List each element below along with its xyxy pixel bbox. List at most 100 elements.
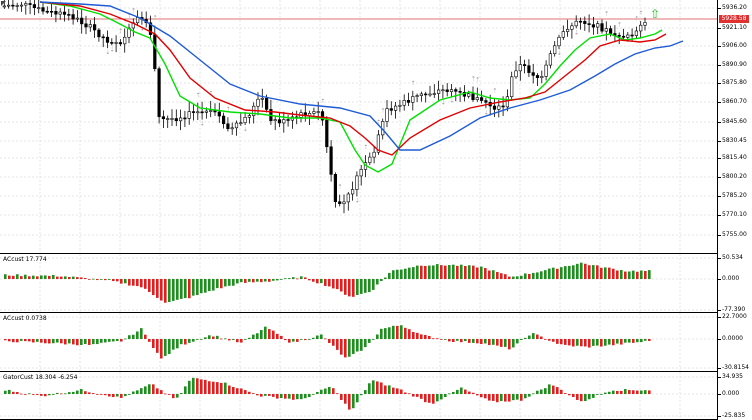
histogram-bar (556, 387, 559, 394)
histogram-bar (20, 339, 23, 341)
histogram-bar (496, 394, 499, 403)
histogram-bar (512, 394, 515, 401)
histogram-bar (552, 339, 555, 342)
histogram-bar (268, 329, 271, 339)
histogram-bar (524, 273, 527, 279)
histogram-bar (252, 279, 255, 283)
histogram-bar (56, 339, 59, 343)
candle-body (432, 93, 436, 95)
candle-body (617, 34, 621, 37)
histogram-bar (28, 339, 31, 342)
fractal-up-icon: ⇡ (617, 22, 622, 29)
histogram-bar (528, 273, 531, 279)
histogram-bar (168, 279, 171, 302)
histogram-bar (516, 394, 519, 400)
histogram-bar (204, 379, 207, 394)
histogram-bar (476, 267, 479, 279)
candle-body (376, 134, 381, 153)
histogram-bar (228, 385, 231, 394)
histogram-bar (648, 339, 651, 341)
price-chart-pane[interactable]: ⇡ ⇣ ⇣ ⇡ ⇡ ⇡ ⇡ ⇣ ⇡ ⇡ ⇣ ⇡ ⇡ ⇣ ⇡ ⇡ ⇣ ⇡ ⇡ ⇡ ⇡ ⇣ ⇣ ⇡ ⇡ ⇣ ⇡ ⇣ ⇣ ⇡ ⇡ ⇡ ⇡ ⇧ 5936.… (0, 0, 752, 254)
histogram-bar (248, 337, 251, 339)
histogram-bar (412, 394, 415, 397)
histogram-bar (164, 393, 167, 395)
histogram-bar (544, 339, 547, 340)
fractal-up-icon: ⇡ (337, 184, 342, 191)
histogram-bar (392, 270, 395, 279)
buy-signal-arrow-icon: ⇧ (650, 7, 660, 21)
histogram-bar (116, 394, 119, 397)
histogram-bar (208, 279, 211, 292)
candle-body (110, 42, 114, 44)
histogram-bar (276, 333, 279, 339)
histogram-bar (604, 392, 607, 394)
histogram-bar (104, 339, 107, 343)
histogram-bar (628, 339, 631, 343)
histogram-bar (224, 338, 227, 340)
histogram-bar (284, 394, 287, 399)
histogram-bar (396, 269, 399, 279)
histogram-bar (624, 339, 627, 343)
histogram-bar (584, 263, 587, 279)
ac-indicator-pane[interactable]: ACcust 17.774 50.534 0.000 -77.390 (0, 254, 752, 313)
candle-body (458, 91, 462, 93)
histogram-bar (76, 390, 79, 394)
histogram-bar (144, 386, 147, 394)
histogram-bar (540, 389, 543, 394)
histogram-bar (504, 339, 507, 347)
candle-body (41, 7, 45, 12)
histogram-bar (344, 339, 347, 358)
histogram-bar (4, 390, 7, 394)
candle-body (385, 108, 389, 122)
candle-body (277, 119, 282, 124)
histogram-bar (44, 394, 47, 397)
histogram-bar (260, 394, 263, 397)
histogram-bar (72, 339, 75, 345)
candle-body (368, 156, 372, 163)
fractal-down-icon: ⇣ (355, 197, 360, 204)
histogram-bar (416, 332, 419, 339)
histogram-bar (336, 393, 339, 395)
candle-body (234, 122, 239, 129)
histogram-bar (528, 394, 531, 397)
histogram-bar (176, 339, 179, 349)
candle-body (333, 174, 338, 202)
histogram-bar (508, 339, 511, 350)
candle-body (2, 5, 6, 8)
histogram-bar (560, 267, 563, 279)
histogram-bar (440, 265, 443, 279)
ac-plot-area[interactable]: ACcust 17.774 (0, 254, 718, 313)
histogram-bar (536, 390, 539, 394)
histogram-bar (124, 279, 127, 284)
histogram-bar (348, 339, 351, 357)
candle-body (492, 105, 497, 110)
ac2-indicator-pane[interactable]: ACcust 0.0738 22.7000 0.0000 -30.8154 (0, 313, 752, 372)
candle-body (217, 111, 221, 117)
price-plot-area[interactable]: ⇡ ⇣ ⇣ ⇡ ⇡ ⇡ ⇡ ⇣ ⇡ ⇡ ⇣ ⇡ ⇡ ⇣ ⇡ ⇡ ⇣ ⇡ ⇡ ⇡ ⇡ ⇣ ⇣ ⇡ ⇡ ⇣ ⇡ ⇣ ⇣ ⇡ ⇡ ⇡ ⇡ ⇧ (0, 0, 718, 254)
histogram-bar (160, 390, 163, 394)
candle-body (454, 89, 458, 92)
histogram-bar (404, 392, 407, 394)
histogram-bar (248, 279, 251, 282)
window-corner-icon (1, 1, 6, 6)
candle-body (148, 22, 153, 35)
candle-body (187, 111, 191, 119)
histogram-bar (452, 391, 455, 394)
histogram-bar (260, 279, 263, 283)
histogram-bar (244, 279, 247, 283)
gator-indicator-pane[interactable]: GatorCust 18.304 -6.254 34.935 0.000 -25.8… (0, 372, 752, 420)
candle-body (264, 97, 269, 110)
ac2-plot-area[interactable]: ACcust 0.0738 (0, 313, 718, 372)
histogram-bar (636, 271, 639, 279)
histogram-bar (32, 339, 35, 343)
ac-axis: 50.534 0.000 -77.390 (717, 254, 752, 313)
gator-plot-area[interactable]: GatorCust 18.304 -6.254 (0, 372, 718, 420)
fractal-up-icon: ⇡ (127, 13, 132, 20)
histogram-bar (616, 270, 619, 279)
axis-tick-label: -77.390 (717, 306, 746, 313)
candle-body (411, 96, 415, 103)
histogram-bar (212, 279, 215, 291)
histogram-bar (516, 339, 519, 344)
histogram-bar (600, 267, 603, 279)
candle-body (419, 93, 424, 96)
